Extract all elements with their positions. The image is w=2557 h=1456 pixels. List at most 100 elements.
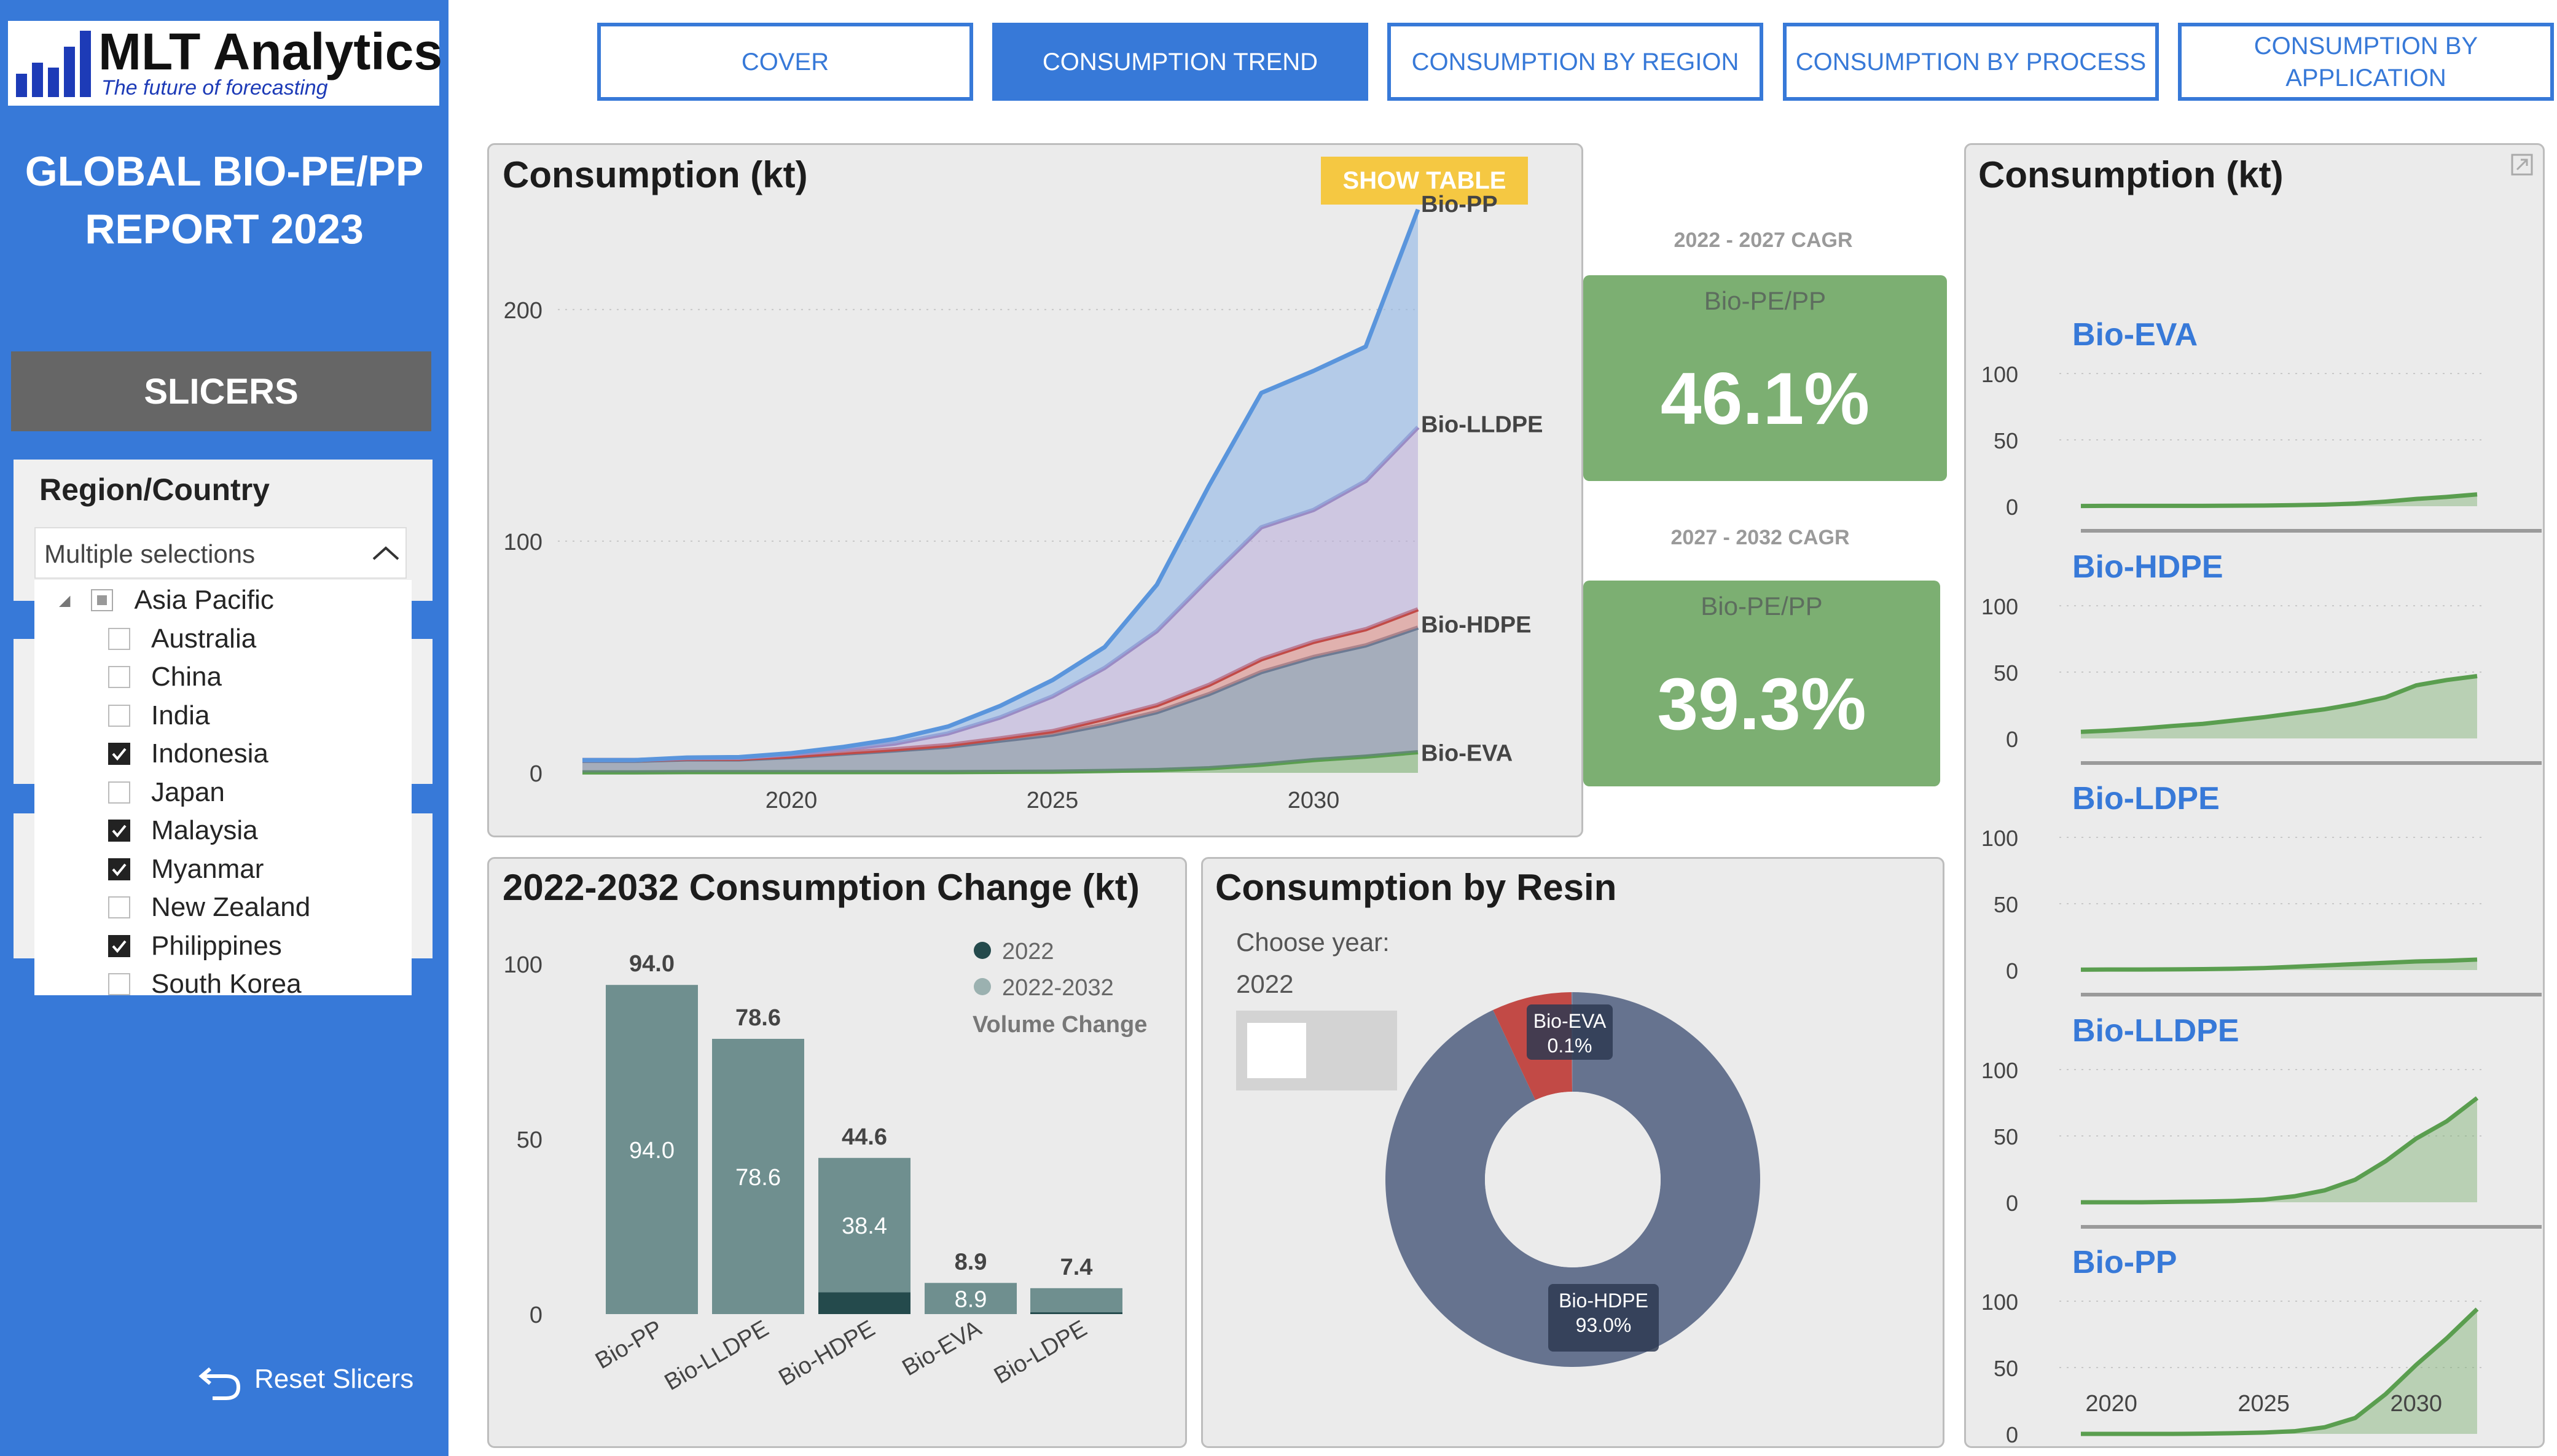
small-multiples-title: Consumption (kt)	[1978, 154, 2284, 195]
tree-item[interactable]: Australia	[108, 624, 256, 654]
x-tick-label: 2025	[1027, 788, 1079, 813]
bar-total-label: 78.6	[735, 1005, 781, 1031]
tree-item-label: Philippines	[151, 930, 282, 961]
y-tick-label: 50	[1994, 1124, 2018, 1149]
x-tick-label: Bio-LLDPE	[660, 1315, 773, 1395]
year-slider-handle[interactable]	[1247, 1023, 1306, 1078]
reset-slicers-label: Reset Slicers	[254, 1364, 414, 1394]
y-tick-label: 0	[2006, 727, 2018, 752]
checkbox[interactable]	[108, 858, 130, 880]
area-bio-pp	[582, 209, 1418, 761]
series-end-label: Bio-PP	[1421, 192, 1498, 217]
x-tick: Bio-HDPE	[775, 1315, 880, 1391]
small-line	[2080, 674, 2478, 734]
tab-cover[interactable]: COVER	[597, 23, 973, 101]
tree-item-label: Japan	[151, 777, 225, 807]
y-tick-label: 0	[2006, 1422, 2018, 1447]
consumption-by-resin-title: Consumption by Resin	[1215, 867, 1617, 908]
expand-caret-icon[interactable]: ◢	[59, 592, 71, 609]
x-tick-label: Bio-LDPE	[990, 1315, 1091, 1389]
tree-item[interactable]: China	[108, 662, 222, 692]
checkbox[interactable]	[108, 934, 130, 957]
tab-consumption-by-application[interactable]: CONSUMPTION BY APPLICATION	[2178, 23, 2554, 101]
y-tick-label: 100	[504, 952, 542, 978]
y-tick-label: 50	[1994, 892, 2018, 917]
tree-item[interactable]: Philippines	[108, 931, 282, 961]
checkbox[interactable]	[108, 820, 130, 842]
checkbox[interactable]	[108, 666, 130, 688]
tree-item[interactable]: New Zealand	[108, 892, 310, 923]
x-tick-label: 2020	[766, 788, 818, 813]
donut-callout-box	[1527, 1004, 1613, 1060]
kpi-subtitle: Bio-PE/PP	[1704, 286, 1827, 315]
tab-consumption-trend[interactable]: CONSUMPTION TREND	[992, 23, 1368, 101]
expand-icon[interactable]	[2510, 152, 2534, 177]
y-tick-label: 100	[504, 530, 542, 555]
reset-slicers-button[interactable]: Reset Slicers	[197, 1358, 413, 1401]
bar-total	[818, 1157, 910, 1314]
tab-consumption-by-process[interactable]: CONSUMPTION BY PROCESS	[1783, 23, 2159, 101]
bar-chart-logo-icon	[16, 31, 91, 97]
tree-item[interactable]: Indonesia	[108, 738, 268, 769]
kpi-value: 39.3%	[1657, 663, 1866, 745]
x-tick-label: Bio-HDPE	[775, 1315, 880, 1391]
chevron-up-icon[interactable]	[371, 544, 401, 562]
y-tick-label: 50	[1994, 660, 2018, 686]
y-tick-label: 0	[530, 1302, 542, 1328]
checkbox[interactable]	[108, 973, 130, 995]
x-tick: Bio-LDPE	[990, 1315, 1091, 1389]
series-end-label: Bio-HDPE	[1421, 613, 1531, 638]
report-title-line1: GLOBAL BIO-PE/PP	[25, 148, 424, 195]
y-tick-label: 0	[530, 761, 542, 787]
legend-label: 2022	[1002, 939, 1054, 965]
tree-item-label: Malaysia	[151, 815, 258, 845]
bar-total-label: 44.6	[842, 1124, 887, 1150]
tree-item[interactable]: South Korea	[108, 969, 302, 995]
bar-inner-label: 94.0	[629, 1138, 675, 1164]
tree-item[interactable]: Myanmar	[108, 854, 264, 885]
x-tick-label: 2020	[2085, 1391, 2137, 1417]
kpi-card: Bio-PE/PP 46.1%	[1583, 275, 1947, 481]
year-slider[interactable]	[1236, 1011, 1397, 1090]
tree-item[interactable]: India	[108, 700, 209, 731]
checkbox[interactable]	[108, 743, 130, 765]
small-multiple-title: Bio-EVA	[2072, 317, 2198, 353]
area-bio-eva	[582, 752, 1418, 773]
show-table-button[interactable]: SHOW TABLE	[1321, 157, 1528, 205]
legend-label: 2022-2032	[1002, 975, 1114, 1001]
kpi-value: 46.1%	[1660, 358, 1870, 440]
tree-item[interactable]: Japan	[108, 777, 225, 808]
small-line	[2080, 957, 2478, 972]
donut-callout-pct: 93.0%	[1576, 1314, 1632, 1336]
kpi-caption: 2022 - 2027 CAGR	[1674, 229, 1853, 252]
logo-tagline: The future of forecasting	[101, 76, 328, 100]
bar-2022	[1030, 1312, 1122, 1314]
checkbox[interactable]	[108, 627, 130, 650]
tree-item[interactable]: ◢ Asia Pacific	[59, 585, 274, 616]
y-tick-label: 100	[1981, 594, 2018, 619]
y-tick-label: 50	[517, 1127, 542, 1153]
tree-item[interactable]: Malaysia	[108, 815, 258, 846]
checkbox[interactable]	[91, 589, 114, 611]
consumption-change-panel	[487, 857, 1187, 1448]
y-tick-label: 100	[1981, 1290, 2018, 1315]
region-slicer-title: Region/Country	[39, 472, 270, 507]
tab-consumption-by-region[interactable]: CONSUMPTION BY REGION	[1387, 23, 1763, 101]
slicers-header: SLICERS	[11, 351, 431, 431]
bar-inner-label: 8.9	[955, 1287, 987, 1313]
region-dropdown[interactable]	[34, 527, 407, 579]
consumption-area-title: Consumption (kt)	[503, 154, 808, 195]
y-tick-label: 100	[1981, 826, 2018, 851]
logo-title: MLT Analytics	[98, 23, 443, 80]
region-tree-list[interactable]: ◢ Asia Pacific Australia China India Indonesi…	[34, 580, 412, 995]
y-tick-label: 0	[2006, 495, 2018, 520]
line-bio-pp	[582, 208, 1420, 762]
checkbox[interactable]	[108, 896, 130, 918]
y-tick-label: 50	[1994, 1356, 2018, 1381]
small-line	[2080, 492, 2478, 509]
checkbox[interactable]	[108, 704, 130, 727]
tree-item-label: New Zealand	[151, 892, 311, 922]
checkbox[interactable]	[108, 781, 130, 804]
legend-dot-2022	[974, 942, 991, 959]
